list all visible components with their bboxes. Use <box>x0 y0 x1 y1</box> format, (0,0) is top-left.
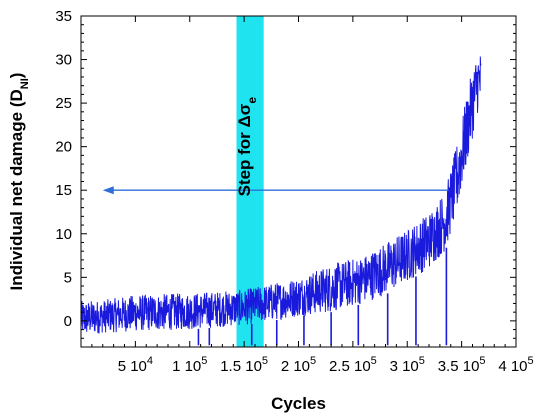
arrow-head <box>102 186 114 195</box>
x-tick-label-4: 2.5 105 <box>329 355 377 375</box>
y-tick-label-20: 20 <box>55 139 72 156</box>
ticks-layer: 0 5 10 15 20 25 30 35 5 104 1 105 1.5 105 2 105 2.5 … <box>55 8 533 375</box>
y-axis-title-main: Individual net damage (D <box>7 89 26 290</box>
y-tick-label-5: 5 <box>64 269 72 286</box>
series-layer <box>80 56 482 346</box>
x-tick-label-5: 3 105 <box>390 355 425 375</box>
x-tick-label-2: 1.5 105 <box>220 355 268 375</box>
y-tick-label-15: 15 <box>55 182 72 199</box>
y-axis-title: Individual net damage (DNI) <box>7 73 31 291</box>
arrow-layer <box>102 186 449 195</box>
band-label-subscript: e <box>245 97 259 104</box>
x-tick-label-0: 5 104 <box>118 355 153 375</box>
y-axis-title-close: ) <box>7 73 26 79</box>
x-tick-label-7: 4 105 <box>498 355 533 375</box>
band-label: Step for Δσe <box>235 97 259 197</box>
x-tick-label-1: 1 105 <box>172 355 207 375</box>
y-tick-label-35: 35 <box>55 8 72 25</box>
x-axis-title: Cycles <box>271 394 326 413</box>
y-tick-label-10: 10 <box>55 226 72 243</box>
y-tick-label-25: 25 <box>55 95 72 112</box>
x-tick-label-6: 3.5 105 <box>438 355 486 375</box>
damage-series-line <box>80 56 482 334</box>
y-tick-label-30: 30 <box>55 52 72 69</box>
band-label-prefix: Step for <box>235 127 254 196</box>
band-label-symbol: Δσ <box>235 103 254 127</box>
x-tick-label-3: 2 105 <box>281 355 316 375</box>
y-axis-title-subscript: NI <box>19 78 31 89</box>
y-tick-label-0: 0 <box>64 313 72 330</box>
